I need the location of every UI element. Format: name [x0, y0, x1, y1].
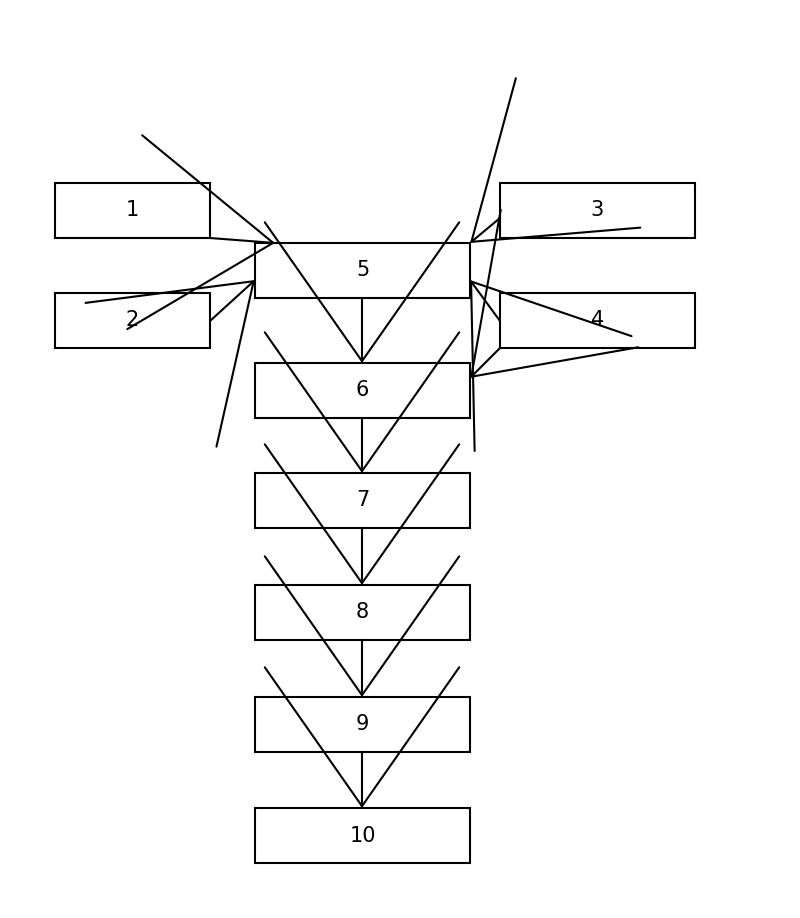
- Bar: [255, 697, 470, 752]
- Text: 7: 7: [356, 490, 369, 510]
- Text: 4: 4: [591, 310, 604, 330]
- Text: 8: 8: [356, 602, 369, 622]
- Bar: [55, 183, 210, 238]
- Bar: [255, 363, 470, 418]
- Text: 10: 10: [350, 825, 376, 845]
- Text: 9: 9: [356, 714, 369, 734]
- Bar: [55, 293, 210, 348]
- Bar: [255, 808, 470, 863]
- Bar: [500, 183, 695, 238]
- Bar: [500, 293, 695, 348]
- Bar: [255, 585, 470, 640]
- Text: 1: 1: [126, 200, 139, 220]
- Bar: [255, 243, 470, 298]
- Text: 3: 3: [591, 200, 604, 220]
- Text: 6: 6: [356, 380, 369, 400]
- Text: 5: 5: [356, 261, 369, 281]
- Text: 2: 2: [126, 310, 139, 330]
- Bar: [255, 473, 470, 528]
